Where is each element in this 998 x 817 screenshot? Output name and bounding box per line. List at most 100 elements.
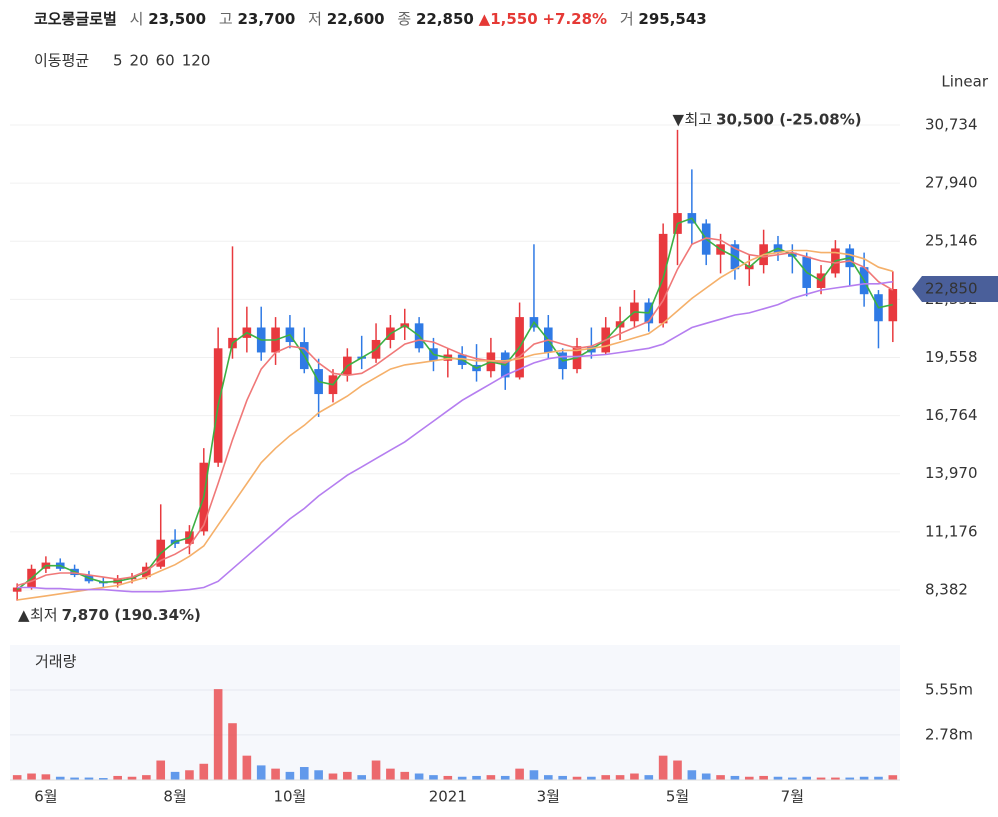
y-tick-label: 27,940 xyxy=(925,174,978,192)
y-tick-label: 25,146 xyxy=(925,232,978,250)
volume-bar xyxy=(802,776,811,780)
volume-bar xyxy=(859,776,869,780)
volume-bar xyxy=(400,771,410,780)
volume-bar xyxy=(142,775,151,780)
y-tick-label: 30,734 xyxy=(925,115,978,133)
volume-bar xyxy=(845,777,855,780)
scale-label: Linear xyxy=(941,73,988,91)
volume-bar xyxy=(386,768,395,780)
y-tick-label: 5.55m xyxy=(925,680,973,698)
volume-bar xyxy=(831,777,840,780)
volume-bar xyxy=(285,771,295,780)
volume-bar xyxy=(572,776,582,780)
legend-entry: 120 xyxy=(182,52,211,70)
label: 저 xyxy=(308,10,322,28)
y-tick-label: 19,558 xyxy=(925,348,978,366)
volume-bar xyxy=(558,775,567,780)
volume-bar xyxy=(199,763,209,780)
ma-line xyxy=(16,237,894,587)
label: 고 xyxy=(218,10,233,28)
change-pct: +7.28% xyxy=(542,10,608,28)
volume-bar xyxy=(314,770,323,780)
annotation-text: 7,870 (190.34%) xyxy=(62,606,201,624)
ma-line xyxy=(17,249,894,601)
volume-bar xyxy=(328,773,338,780)
annotation-arrow: ▲ xyxy=(18,606,30,624)
volume-bar xyxy=(615,775,625,780)
candle-body xyxy=(12,587,22,592)
annotation-arrow: ▼ xyxy=(673,110,685,128)
value: 22,600 xyxy=(326,10,385,28)
ma-title: 이동평균 xyxy=(34,52,89,70)
header: 코오롱글로벌 시 23,500 고 23,700 저 22,600 종 22,8… xyxy=(34,8,707,29)
volume-panel xyxy=(10,645,900,780)
volume-bar xyxy=(429,775,438,780)
legend-entry: 5 xyxy=(113,52,123,70)
up-arrow: ▲ xyxy=(478,10,491,28)
volume-bar xyxy=(242,755,252,780)
stock-name: 코오롱글로벌 xyxy=(34,10,117,28)
volume-bar xyxy=(213,689,223,780)
volume-bar xyxy=(414,773,424,780)
volume-bar xyxy=(544,775,553,780)
volume-bar xyxy=(587,776,596,780)
volume-bar xyxy=(601,775,611,780)
volume-bar xyxy=(529,770,539,780)
legend-entry: 20 xyxy=(130,52,149,70)
ma-line xyxy=(17,280,893,593)
x-tick-label: 3월 xyxy=(537,788,560,806)
volume-bar xyxy=(486,775,496,780)
volume-bar xyxy=(371,760,381,780)
volume-bar xyxy=(127,776,137,780)
volume-bar xyxy=(70,777,79,780)
annotation-text: 30,500 (-25.08%) xyxy=(716,110,862,128)
volume-bar xyxy=(299,767,309,780)
volume-bar xyxy=(55,776,65,780)
y-tick-label: 13,970 xyxy=(925,464,978,482)
volume-bar xyxy=(99,778,108,780)
y-tick-label: 8,382 xyxy=(925,580,968,598)
volume-bar xyxy=(701,773,711,780)
y-tick-label: 2.78m xyxy=(925,725,973,743)
volume-bar xyxy=(113,775,122,780)
x-tick-label: 8월 xyxy=(163,788,186,806)
volume-bar xyxy=(185,770,194,780)
value: 23,700 xyxy=(237,10,296,28)
ma-line xyxy=(16,217,893,591)
volume-bar xyxy=(170,771,180,780)
volume-bar xyxy=(673,760,682,780)
x-tick-label: 2021 xyxy=(429,788,467,806)
volume-bar xyxy=(773,776,783,780)
volume-bar xyxy=(357,775,366,780)
annotation-label: 최고 xyxy=(685,110,713,128)
x-tick-label: 7월 xyxy=(781,788,804,806)
volume-bar xyxy=(228,723,237,780)
volume-title: 거래량 xyxy=(35,653,77,671)
volume-bar xyxy=(41,774,51,780)
volume-bar xyxy=(84,777,94,780)
label: 종 xyxy=(397,10,412,28)
change: 1,550 xyxy=(490,10,538,28)
volume-bar xyxy=(759,775,768,780)
y-tick-label: 11,176 xyxy=(925,522,978,540)
volume-bar xyxy=(874,776,883,780)
volume-bar xyxy=(443,775,453,780)
value: 22,850 xyxy=(415,10,474,28)
volume-bar xyxy=(472,775,481,780)
volume-bar xyxy=(12,775,22,780)
value: 295,543 xyxy=(638,10,707,28)
volume-bar xyxy=(788,777,797,780)
volume-bar xyxy=(644,775,654,780)
volume-bar xyxy=(156,760,166,780)
volume-bar xyxy=(716,775,725,780)
volume-bar xyxy=(630,773,639,780)
annotation-label: 최저 xyxy=(30,606,58,624)
price-badge-label: 22,850 xyxy=(925,280,978,298)
x-tick-label: 6월 xyxy=(34,788,57,806)
price-badge xyxy=(912,276,998,303)
volume-bar xyxy=(27,773,36,780)
x-tick-label: 10월 xyxy=(273,788,306,806)
volume-bar xyxy=(256,765,266,780)
legend-entry: 60 xyxy=(156,52,175,70)
